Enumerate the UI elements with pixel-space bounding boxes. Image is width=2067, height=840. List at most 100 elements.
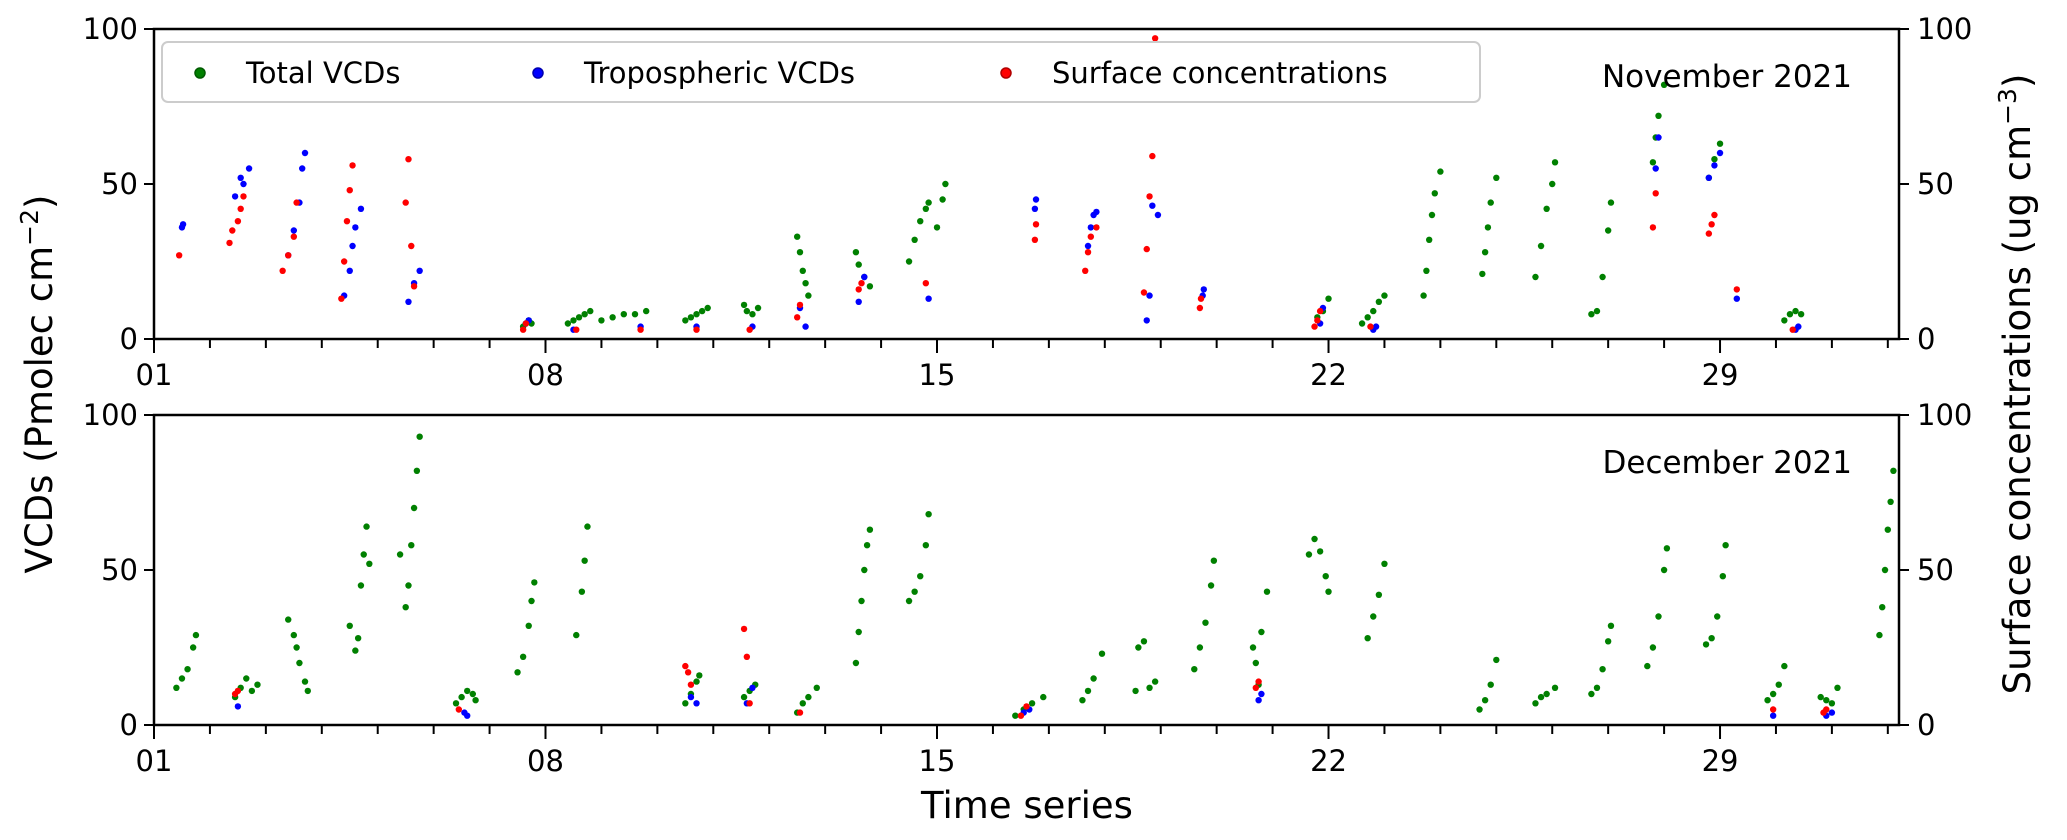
data-point bbox=[1716, 149, 1724, 157]
data-point bbox=[1652, 190, 1659, 197]
data-point bbox=[1423, 267, 1430, 274]
data-point bbox=[1149, 202, 1156, 209]
y-tick-label: 0 bbox=[120, 708, 138, 742]
data-point bbox=[1828, 709, 1836, 716]
data-point bbox=[587, 307, 594, 315]
data-point bbox=[1607, 199, 1615, 206]
data-point bbox=[1252, 684, 1260, 691]
data-point bbox=[925, 511, 932, 518]
data-point bbox=[340, 258, 348, 265]
data-point bbox=[620, 311, 628, 318]
data-point bbox=[1663, 545, 1671, 552]
data-point bbox=[922, 542, 930, 549]
y2-tick-label: 100 bbox=[1917, 12, 1972, 46]
data-point bbox=[363, 523, 370, 530]
data-point bbox=[184, 666, 191, 673]
data-point bbox=[402, 604, 409, 611]
series-surface-concentrations bbox=[175, 35, 1796, 333]
data-point bbox=[346, 187, 353, 194]
data-point bbox=[237, 174, 244, 181]
series-total-vcds bbox=[519, 81, 1805, 330]
data-point bbox=[1087, 224, 1095, 231]
data-point bbox=[416, 433, 423, 440]
data-point bbox=[528, 597, 535, 605]
data-point bbox=[1311, 323, 1318, 330]
data-point bbox=[861, 273, 868, 281]
y-tick-label: 0 bbox=[120, 322, 138, 356]
data-point bbox=[1599, 666, 1606, 673]
data-point bbox=[1093, 224, 1100, 231]
data-point bbox=[1537, 242, 1545, 250]
data-point bbox=[866, 526, 874, 533]
data-point bbox=[229, 227, 236, 234]
data-point bbox=[1258, 690, 1265, 698]
x-tick-label: 22 bbox=[1310, 744, 1347, 778]
data-point bbox=[855, 286, 862, 293]
data-point bbox=[178, 675, 186, 682]
data-point bbox=[234, 687, 242, 695]
data-point bbox=[349, 162, 356, 169]
legend-marker bbox=[532, 67, 544, 79]
data-point bbox=[1098, 650, 1106, 657]
data-point bbox=[1305, 551, 1313, 558]
x-tick-label: 01 bbox=[136, 744, 173, 778]
data-point bbox=[1255, 697, 1262, 704]
data-point bbox=[1649, 224, 1657, 231]
data-point bbox=[1151, 35, 1159, 42]
data-point bbox=[338, 295, 345, 302]
data-point bbox=[408, 242, 415, 250]
data-point bbox=[1702, 641, 1710, 648]
x-tick-label: 22 bbox=[1310, 358, 1347, 392]
data-point bbox=[1370, 613, 1377, 620]
data-point bbox=[1764, 697, 1771, 704]
data-point bbox=[1431, 190, 1438, 197]
data-point bbox=[245, 165, 253, 172]
data-point bbox=[1314, 317, 1321, 324]
data-point bbox=[584, 523, 591, 530]
data-point bbox=[1660, 81, 1668, 89]
data-point bbox=[1705, 174, 1713, 181]
data-point bbox=[1532, 700, 1539, 707]
data-point bbox=[813, 684, 820, 691]
data-point bbox=[1017, 712, 1025, 719]
data-point bbox=[1258, 628, 1265, 636]
x-axis-label: Time series bbox=[920, 784, 1133, 827]
y2-tick-label: 0 bbox=[1917, 322, 1935, 356]
data-point bbox=[234, 703, 242, 710]
data-point bbox=[1325, 295, 1332, 302]
data-point bbox=[1655, 134, 1662, 141]
data-point bbox=[1090, 675, 1097, 682]
y2-tick-label: 100 bbox=[1917, 398, 1972, 432]
data-point bbox=[408, 542, 415, 549]
data-point bbox=[581, 311, 588, 318]
data-point bbox=[1425, 236, 1433, 243]
data-point bbox=[1487, 681, 1494, 688]
data-point bbox=[357, 205, 365, 212]
data-point bbox=[861, 566, 868, 574]
data-point bbox=[1322, 573, 1329, 580]
data-point bbox=[796, 709, 804, 716]
data-point bbox=[1196, 644, 1204, 651]
data-point bbox=[1143, 245, 1150, 253]
data-point bbox=[1708, 221, 1715, 228]
data-point bbox=[693, 678, 700, 685]
data-point bbox=[911, 588, 918, 595]
data-point bbox=[749, 311, 756, 318]
data-point bbox=[1588, 311, 1595, 318]
data-point bbox=[858, 597, 865, 605]
data-point bbox=[416, 267, 423, 274]
data-point bbox=[922, 205, 930, 212]
data-point bbox=[1031, 205, 1039, 212]
data-point bbox=[1375, 591, 1383, 598]
data-point bbox=[1476, 706, 1483, 713]
x-tick-label: 15 bbox=[919, 744, 956, 778]
panel-2: 01 08 15 22 29 0 50 100 0 50 100 December 2021 bbox=[83, 398, 1973, 778]
data-point bbox=[346, 267, 353, 274]
data-point bbox=[1711, 211, 1718, 219]
data-point bbox=[402, 199, 409, 206]
data-point bbox=[301, 149, 309, 157]
data-point bbox=[1040, 693, 1047, 701]
y-tick-label: 50 bbox=[101, 167, 138, 201]
data-point bbox=[905, 597, 913, 605]
